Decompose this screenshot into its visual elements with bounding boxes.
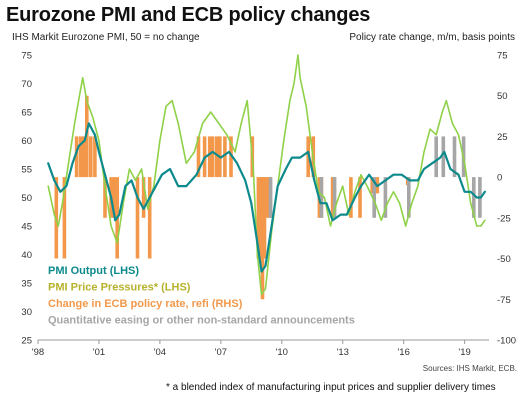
qe-bar (383, 177, 388, 218)
policy-rate-bar (260, 177, 265, 300)
footnote: * a blended index of manufacturing input… (166, 382, 496, 393)
policy-rate-bar (93, 136, 97, 178)
x-tick-label: '07 (215, 347, 227, 358)
left-tick-label: 25 (21, 336, 32, 347)
x-tick-label: '04 (154, 347, 166, 358)
pmi-output-line (47, 122, 486, 273)
policy-rate-bar (258, 177, 263, 259)
policy-rate-bar (370, 177, 374, 194)
left-tick-label: 70 (21, 79, 32, 90)
policy-rate-bar (89, 136, 93, 178)
legend-entry: PMI Price Pressures* (LHS) (48, 282, 191, 294)
qe-bar (472, 177, 476, 218)
policy-rate-bar (349, 177, 353, 218)
qe-bar (332, 177, 337, 218)
x-tick-label: '10 (276, 347, 288, 358)
left-tick-label: 75 (21, 51, 32, 62)
qe-bar (407, 177, 411, 218)
right-tick-label: 0 (497, 173, 502, 184)
policy-rate-bar (196, 136, 201, 178)
right-tick-label: -50 (497, 254, 511, 265)
policy-rate-bar (262, 177, 267, 259)
legend-entry: Change in ECB policy rate, refi (RHS) (48, 298, 243, 310)
left-tick-label: 35 (21, 279, 32, 290)
policy-rate-bar (256, 177, 261, 259)
policy-rate-bar (81, 136, 86, 178)
policy-rate-bar (223, 136, 227, 178)
policy-rate-bar (210, 136, 215, 178)
x-tick-label: '01 (93, 347, 105, 358)
right-tick-label: -75 (497, 295, 511, 306)
right-tick-label: 25 (497, 132, 508, 143)
policy-rate-bar (54, 177, 59, 259)
x-tick-label: '13 (337, 347, 349, 358)
legend-entry: Quantitative easing or other non-standar… (48, 315, 355, 327)
right-tick-label: 50 (497, 91, 508, 102)
x-tick-label: '19 (458, 347, 470, 358)
left-tick-label: 45 (21, 222, 32, 233)
right-tick-label: -100 (497, 336, 516, 347)
qe-bar (441, 136, 446, 178)
right-tick-label: -25 (497, 213, 511, 224)
chart-title: Eurozone PMI and ECB policy changes (6, 4, 371, 26)
left-tick-label: 30 (21, 307, 32, 318)
policy-rate-bar (229, 136, 233, 178)
qe-bar (319, 177, 324, 218)
qe-bar (434, 136, 438, 178)
policy-rate-bar (330, 177, 335, 218)
policy-rate-bar (358, 177, 362, 218)
left-tick-label: 65 (21, 108, 32, 119)
policy-rate-bar (112, 177, 116, 218)
policy-rate-bar (103, 177, 107, 218)
policy-rate-bar (265, 177, 270, 218)
policy-rate-bar (215, 136, 219, 178)
policy-rate-bar (147, 177, 152, 259)
policy-rate-bar (74, 136, 79, 178)
x-tick-label: '16 (397, 347, 409, 358)
left-axis-label: IHS Markit Eurozone PMI, 50 = no change (12, 32, 200, 43)
left-tick-label: 60 (21, 136, 32, 147)
x-tick-label: '98 (32, 347, 44, 358)
qe-bar (372, 177, 376, 218)
left-tick-label: 50 (21, 193, 32, 204)
legend-entry: PMI Output (LHS) (48, 265, 139, 277)
source-note: Sources: IHS Markit, ECB. (422, 364, 517, 373)
qe-bar (452, 136, 457, 178)
left-tick-label: 55 (21, 165, 32, 176)
left-tick-label: 40 (21, 250, 32, 261)
right-axis-label: Policy rate change, m/m, basis points (349, 32, 515, 43)
policy-rate-bar (135, 177, 140, 259)
qe-bar (268, 177, 273, 218)
policy-rate-bar (78, 136, 83, 178)
policy-rate-bar (141, 177, 146, 218)
policy-rate-bar (62, 177, 67, 259)
right-tick-label: 75 (497, 51, 508, 62)
policy-rate-bar (207, 136, 212, 178)
